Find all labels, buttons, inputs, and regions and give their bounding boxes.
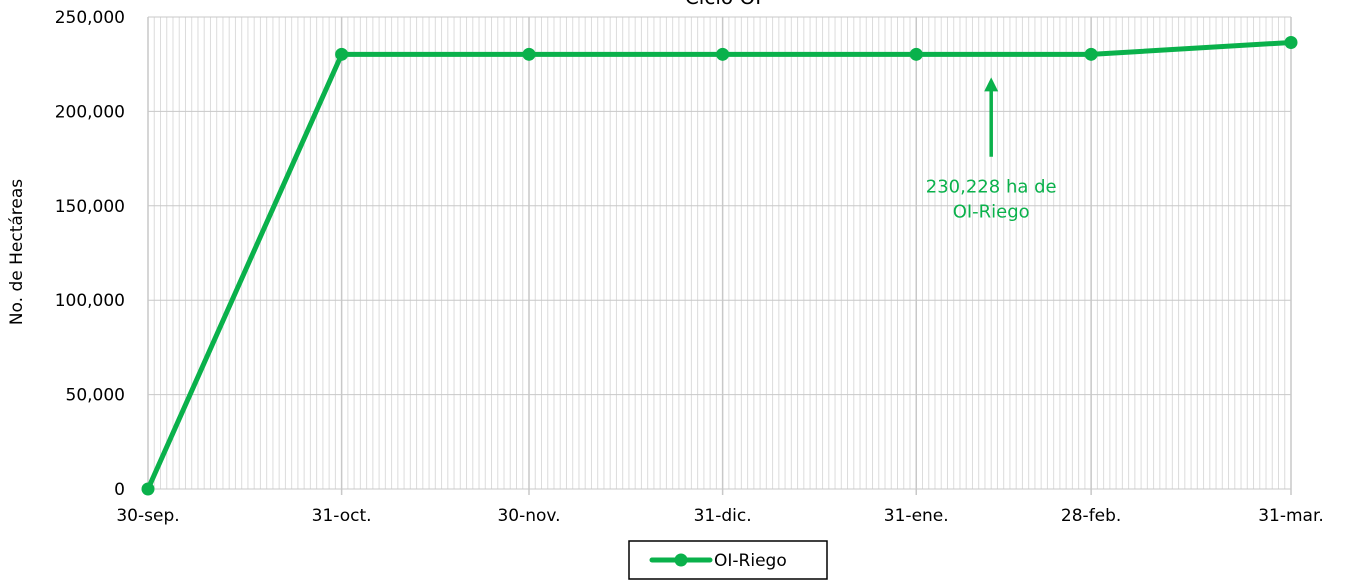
y-tick-label: 200,000 [55,102,125,122]
x-tick-label: 30-nov. [497,506,560,526]
minor-gridlines [147,17,1292,489]
x-tick-label: 30-sep. [116,506,179,526]
data-point [335,47,349,61]
x-tick-label: 31-dic. [694,506,752,526]
y-tick-label: 250,000 [55,8,125,28]
chart-title: Ciclo OI [685,0,761,9]
y-axis-label: No. de Hectáreas [7,179,27,325]
x-tick-label: 31-ene. [884,506,949,526]
data-point [141,482,155,496]
data-point [522,47,536,61]
y-axis-ticks: 0 50,000 100,000 150,000 200,000 250,000 [55,8,125,500]
series-line-oi-riego [145,39,1294,492]
grid [147,16,1292,495]
data-point [1284,35,1298,49]
x-tick-label: 31-oct. [312,506,372,526]
legend-swatch-marker [674,553,688,567]
data-point [909,47,923,61]
annotation-arrow-head [984,77,999,92]
y-tick-label: 50,000 [66,386,125,406]
x-tick-label: 28-feb. [1061,506,1121,526]
y-tick-label: 150,000 [55,197,125,217]
data-point [716,47,730,61]
series-layer [141,35,1298,496]
legend: OI-Riego [628,540,828,580]
legend-label: OI-Riego [714,551,787,571]
x-tick-label: 31-mar. [1258,506,1324,526]
x-axis-ticks: 30-sep. 31-oct. 30-nov. 31-dic. 31-ene. 28-fe… [116,506,1323,526]
annotation: 230,228 ha de OI-Riego [926,77,1057,223]
data-point [1084,47,1098,61]
annotation-text: OI-Riego [953,202,1030,223]
annotation-text: 230,228 ha de [926,177,1057,198]
y-tick-label: 0 [114,480,125,500]
y-tick-label: 100,000 [55,291,125,311]
